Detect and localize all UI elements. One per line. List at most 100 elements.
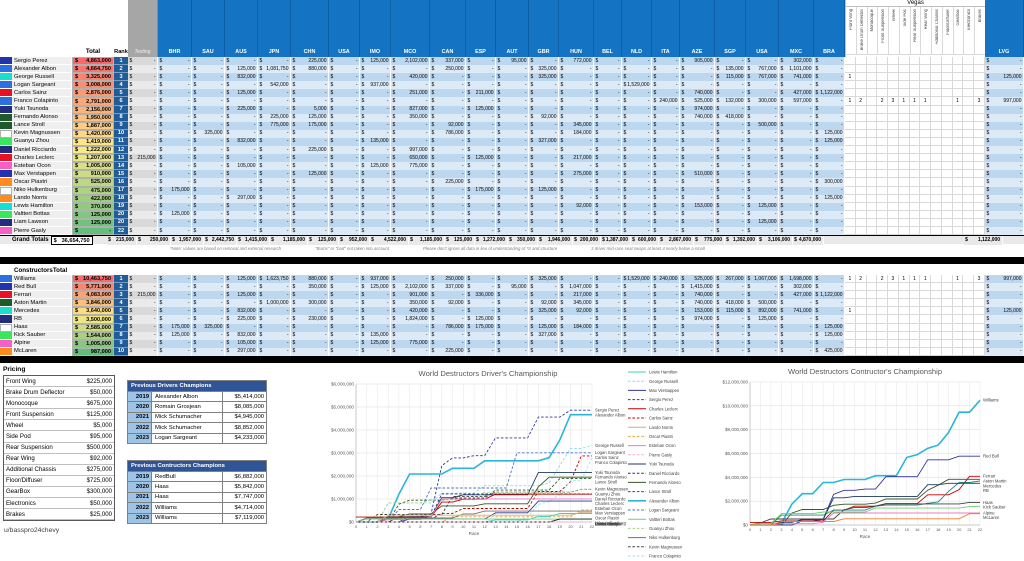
race-cell[interactable]: $ - (594, 283, 622, 292)
vegas-part-count-cell[interactable] (952, 307, 964, 316)
vegas-part-count-cell[interactable] (931, 218, 942, 227)
race-cell[interactable]: $ - (192, 218, 225, 227)
race-cell[interactable]: $ - (158, 137, 192, 147)
race-cell[interactable]: $ - (258, 73, 291, 82)
race-cell[interactable]: $ - (529, 97, 559, 106)
vegas-part-count-cell[interactable] (877, 65, 889, 74)
race-cell[interactable]: $ - (329, 137, 360, 147)
race-cell[interactable]: $ - (814, 283, 845, 292)
name-cell[interactable]: Guanyu Zhou (12, 137, 72, 147)
rank-cell[interactable]: 14 (114, 162, 128, 171)
race-cell[interactable]: $ - (466, 129, 496, 138)
race-cell[interactable]: $ - (329, 226, 360, 236)
race-cell[interactable]: $ - (594, 105, 622, 114)
pricing-row[interactable]: Additional Chassis $275,000 (4, 464, 114, 476)
rank-cell[interactable]: 2 (114, 283, 128, 292)
race-cell[interactable]: $ - (680, 73, 715, 82)
vegas-part-count-cell[interactable] (855, 162, 867, 171)
vegas-part-count-cell[interactable] (866, 73, 878, 82)
rank-cell[interactable]: 3 (114, 73, 128, 82)
vegas-part-count-cell[interactable] (952, 283, 964, 292)
vegas-part-count-cell[interactable] (920, 347, 932, 356)
race-cell[interactable]: $ - (258, 210, 291, 219)
race-cell[interactable]: $ - (652, 121, 680, 130)
race-cell[interactable]: $ - (559, 178, 594, 187)
race-cell[interactable]: $ - (192, 291, 225, 300)
vegas-part-count-cell[interactable] (920, 291, 932, 300)
race-cell[interactable]: $ - (779, 226, 814, 236)
race-cell[interactable]: $ - (496, 89, 529, 98)
total-cell[interactable]: $1,207,000 (72, 154, 114, 163)
race-cell[interactable]: $ - (622, 307, 652, 316)
race-cell[interactable]: $ - (779, 170, 814, 179)
race-cell[interactable]: $ - (291, 97, 329, 106)
race-cell[interactable]: $ - (779, 137, 814, 147)
race-cell[interactable]: $ - (652, 307, 680, 316)
testing-column-header[interactable]: Testing (128, 0, 158, 57)
race-cell[interactable]: $ - (466, 202, 496, 211)
vegas-part-count-cell[interactable] (845, 129, 856, 138)
race-cell[interactable]: $ - (529, 315, 559, 324)
race-cell[interactable]: $974,000 (680, 315, 715, 324)
race-cell[interactable]: $ - (559, 89, 594, 98)
vegas-part-count-cell[interactable] (941, 121, 953, 130)
race-cell[interactable]: $ - (594, 178, 622, 187)
race-cell[interactable]: $ - (594, 307, 622, 316)
final-race-cell[interactable]: $ - (985, 105, 1024, 114)
rank-cell[interactable]: 20 (114, 218, 128, 227)
race-cell[interactable]: $ - (652, 186, 680, 195)
vegas-part-count-cell[interactable] (866, 194, 878, 203)
vegas-part-count-cell[interactable] (898, 226, 910, 236)
vegas-part-count-cell[interactable] (888, 121, 899, 130)
race-cell[interactable]: $175,000 (158, 323, 192, 332)
vegas-part-count-cell[interactable]: 1 (952, 275, 964, 284)
race-cell[interactable]: $ - (329, 146, 360, 155)
race-cell[interactable]: $767,000 (746, 65, 779, 74)
race-cell[interactable]: $ - (158, 275, 192, 284)
vegas-part-count-cell[interactable] (941, 331, 953, 340)
vegas-part-count-cell[interactable] (920, 339, 932, 348)
race-cell[interactable]: $1,122,000 (814, 291, 845, 300)
race-cell[interactable]: $ - (559, 105, 594, 114)
vegas-part-count-cell[interactable] (898, 283, 910, 292)
rank-cell[interactable]: 2 (114, 65, 128, 74)
race-cell[interactable]: $ - (594, 275, 622, 284)
race-cell[interactable]: $ - (715, 81, 746, 90)
testing-cell[interactable]: $ - (128, 339, 158, 348)
race-cell[interactable]: $2,102,000 (391, 57, 430, 66)
testing-cell[interactable]: $ - (128, 97, 158, 106)
race-cell[interactable]: $ - (258, 291, 291, 300)
name-cell[interactable]: Daniel Ricciardo (12, 146, 72, 155)
vegas-part-count-cell[interactable] (931, 178, 942, 187)
name-cell[interactable]: Williams (12, 275, 72, 284)
race-cell[interactable]: $ - (329, 291, 360, 300)
vegas-part-count-cell[interactable] (898, 178, 910, 187)
vegas-part-count-cell[interactable] (931, 210, 942, 219)
race-cell[interactable]: $ - (258, 146, 291, 155)
race-cell[interactable]: $ - (779, 218, 814, 227)
champion-row[interactable]: 2020 Romain Grosjean $8,085,000 (128, 401, 266, 412)
testing-cell[interactable]: $ - (128, 89, 158, 98)
vegas-part-count-cell[interactable] (866, 186, 878, 195)
vegas-part-count-cell[interactable] (898, 57, 910, 66)
vegas-part-count-cell[interactable] (963, 347, 975, 356)
vegas-part-count-cell[interactable] (898, 170, 910, 179)
vegas-part-count-cell[interactable] (898, 202, 910, 211)
total-cell[interactable]: $ - (72, 226, 114, 236)
race-cell[interactable]: $775,000 (258, 121, 291, 130)
race-cell[interactable]: $ - (746, 89, 779, 98)
vegas-part-count-cell[interactable] (855, 218, 867, 227)
race-cell[interactable]: $ - (559, 137, 594, 147)
race-cell[interactable]: $ - (680, 186, 715, 195)
vegas-part-count-cell[interactable] (888, 186, 899, 195)
race-cell[interactable]: $1,122,000 (814, 89, 845, 98)
race-cell[interactable]: $ - (529, 146, 559, 155)
race-cell[interactable]: $ - (715, 323, 746, 332)
race-cell[interactable]: $ - (779, 129, 814, 138)
vegas-part-count-cell[interactable] (898, 186, 910, 195)
final-race-cell[interactable]: $ - (985, 339, 1024, 348)
race-cell[interactable]: $ - (466, 81, 496, 90)
testing-cell[interactable]: $ - (128, 307, 158, 316)
race-cell[interactable]: $ - (715, 291, 746, 300)
vegas-part-count-cell[interactable] (877, 194, 889, 203)
